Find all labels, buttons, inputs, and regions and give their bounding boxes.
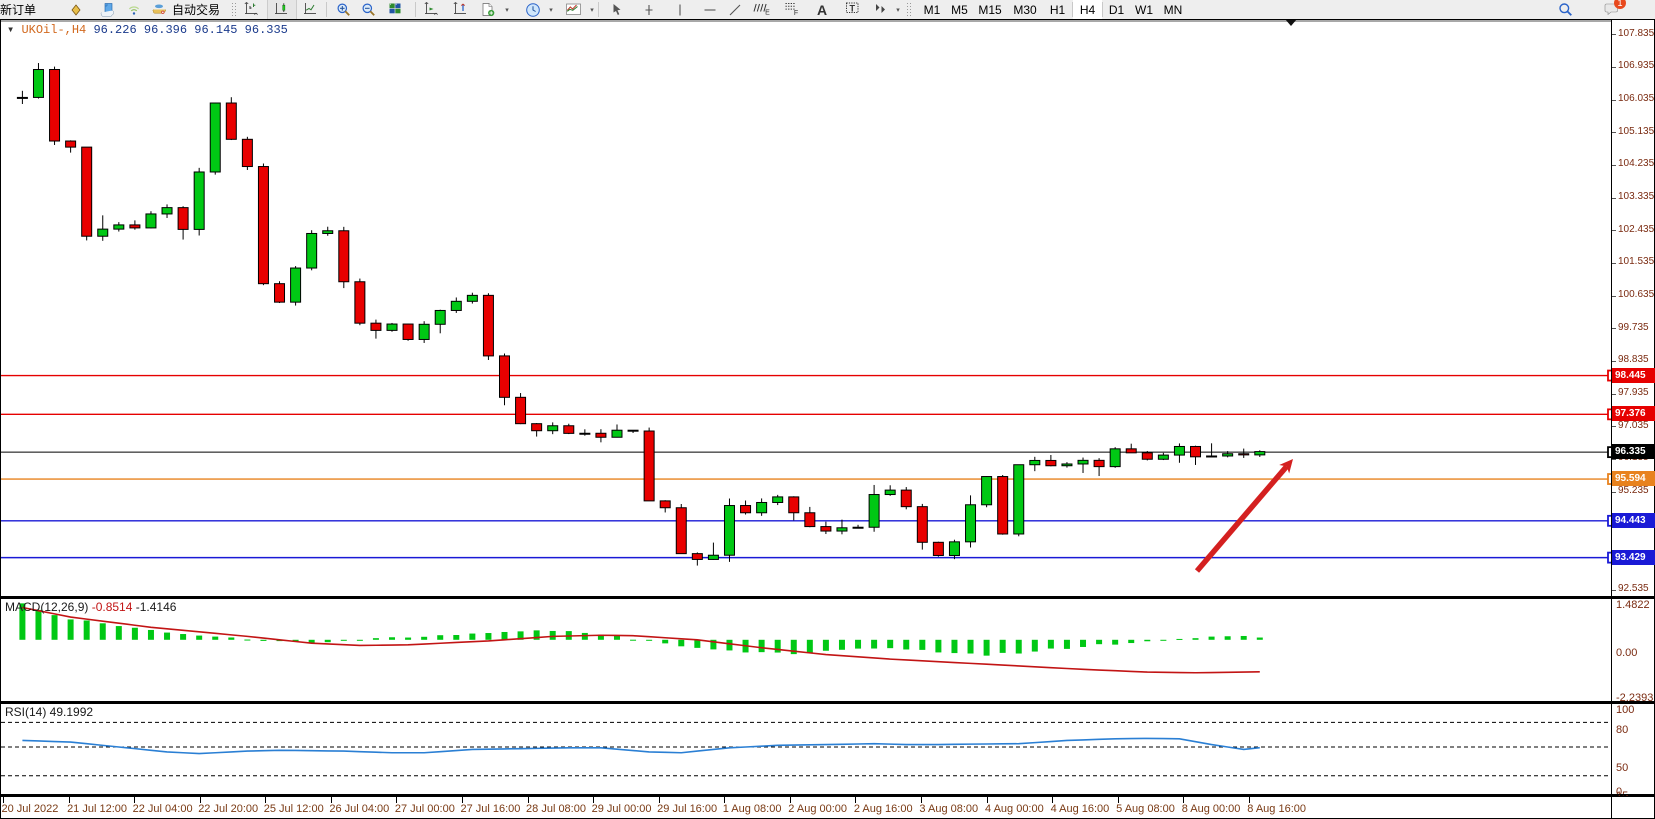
svg-text:E: E xyxy=(765,9,770,16)
svg-text:F: F xyxy=(793,10,797,17)
svg-text:T: T xyxy=(849,3,855,13)
